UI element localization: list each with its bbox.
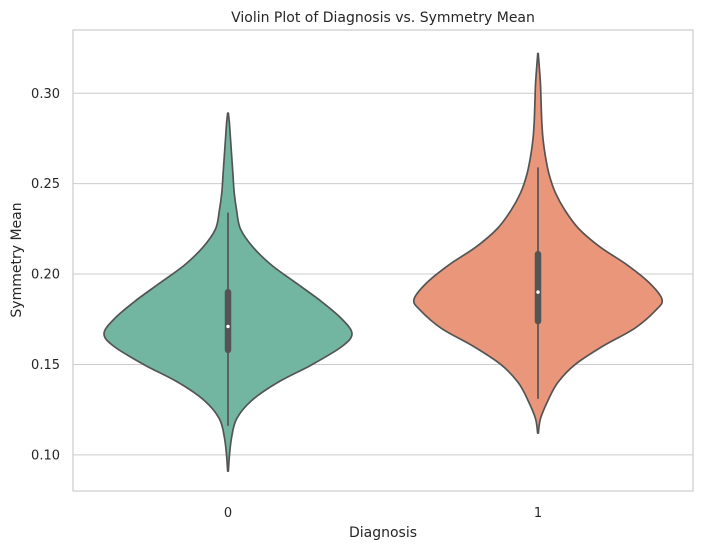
y-tick-labels: 0.10 0.15 0.20 0.25 0.30 — [31, 87, 60, 464]
plot-frame — [72, 29, 694, 492]
y-tick-label: 0.20 — [31, 268, 60, 283]
x-tick-label: 0 — [224, 506, 232, 521]
chart-title: Violin Plot of Diagnosis vs. Symmetry Me… — [231, 10, 535, 26]
violins — [103, 52, 664, 472]
y-tick-label: 0.15 — [31, 358, 60, 373]
y-tick-label: 0.30 — [31, 87, 60, 102]
median-dot-1 — [536, 290, 540, 294]
y-tick-label: 0.10 — [31, 448, 60, 463]
median-dot-0 — [226, 324, 230, 329]
y-tick-label: 0.25 — [31, 177, 60, 192]
x-tick-label: 1 — [534, 506, 542, 521]
y-axis-label: Symmetry Mean — [9, 202, 25, 317]
x-axis-label: Diagnosis — [349, 525, 417, 541]
